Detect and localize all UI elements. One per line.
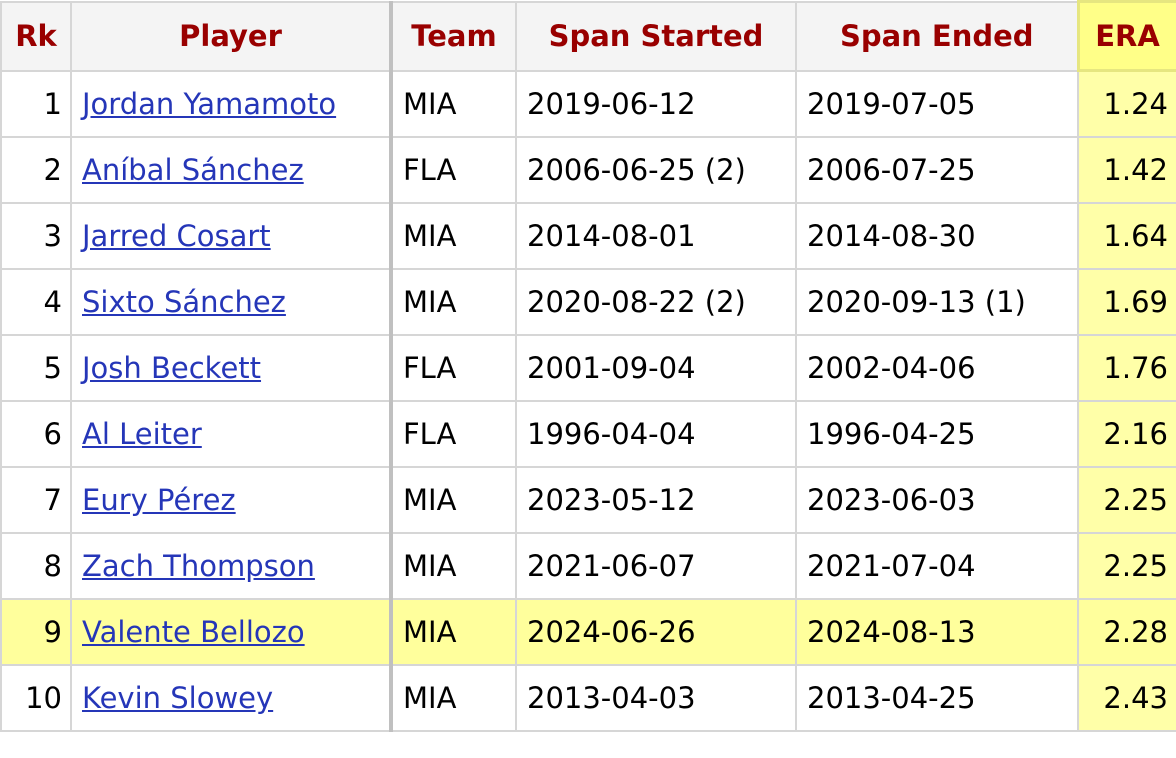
column-header[interactable]: Span Started <box>515 0 797 72</box>
team-cell: FLA <box>390 334 517 402</box>
table-header: Rk Player Team Span Started Span Ended ERA <box>0 0 1176 72</box>
rank-cell: 10 <box>0 664 72 732</box>
era-cell: 1.76 <box>1077 334 1176 402</box>
era-cell: 2.25 <box>1077 532 1176 600</box>
table-row: 1 Jordan Yamamoto MIA 2019-06-12 2019-07-05 1… <box>0 69 1176 138</box>
rank-cell: 3 <box>0 202 72 270</box>
team-cell: MIA <box>390 268 517 336</box>
player-cell: Eury Pérez <box>70 466 393 534</box>
span-ended-cell: 2020-09-13 (1) <box>795 268 1079 336</box>
column-header[interactable]: ERA <box>1076 0 1176 72</box>
player-link[interactable]: Eury Pérez <box>82 483 236 517</box>
span-ended-cell: 2024-08-13 <box>795 598 1079 666</box>
table-row: 10 Kevin Slowey MIA 2013-04-03 2013-04-25 2.4… <box>0 664 1176 732</box>
team-cell: MIA <box>390 466 517 534</box>
span-started-cell: 2019-06-12 <box>515 69 797 138</box>
era-cell: 1.69 <box>1077 268 1176 336</box>
player-cell: Zach Thompson <box>70 532 393 600</box>
table-row: 5 Josh Beckett FLA 2001-09-04 2002-04-06 1.76 <box>0 334 1176 402</box>
player-link[interactable]: Al Leiter <box>82 417 202 451</box>
player-cell: Valente Bellozo <box>70 598 393 666</box>
rank-cell: 6 <box>0 400 72 468</box>
table-body: 1 Jordan Yamamoto MIA 2019-06-12 2019-07-05 1… <box>0 69 1176 732</box>
span-started-cell: 2001-09-04 <box>515 334 797 402</box>
team-cell: FLA <box>390 400 517 468</box>
player-cell: Kevin Slowey <box>70 664 393 732</box>
header-row: Rk Player Team Span Started Span Ended ERA <box>0 0 1176 72</box>
span-ended-cell: 2013-04-25 <box>795 664 1079 732</box>
player-cell: Al Leiter <box>70 400 393 468</box>
column-header[interactable]: Team <box>390 0 517 72</box>
span-started-cell: 2014-08-01 <box>515 202 797 270</box>
player-link[interactable]: Jarred Cosart <box>82 219 271 253</box>
span-started-cell: 2024-06-26 <box>515 598 797 666</box>
span-ended-cell: 2006-07-25 <box>795 136 1079 204</box>
span-ended-cell: 2023-06-03 <box>795 466 1079 534</box>
table-row: 7 Eury Pérez MIA 2023-05-12 2023-06-03 2.25 <box>0 466 1176 534</box>
team-cell: MIA <box>390 532 517 600</box>
rank-cell: 5 <box>0 334 72 402</box>
table-row: 4 Sixto Sánchez MIA 2020-08-22 (2) 2020-09-1… <box>0 268 1176 336</box>
era-cell: 2.28 <box>1077 598 1176 666</box>
span-ended-cell: 1996-04-25 <box>795 400 1079 468</box>
span-started-cell: 2023-05-12 <box>515 466 797 534</box>
rank-cell: 1 <box>0 69 72 138</box>
span-started-cell: 2020-08-22 (2) <box>515 268 797 336</box>
player-cell: Sixto Sánchez <box>70 268 393 336</box>
team-cell: MIA <box>390 664 517 732</box>
rank-cell: 7 <box>0 466 72 534</box>
player-link[interactable]: Valente Bellozo <box>82 615 305 649</box>
span-ended-cell: 2019-07-05 <box>795 69 1079 138</box>
rank-cell: 9 <box>0 598 72 666</box>
table-row: 3 Jarred Cosart MIA 2014-08-01 2014-08-30 1.6… <box>0 202 1176 270</box>
player-cell: Jordan Yamamoto <box>70 69 393 138</box>
span-ended-cell: 2021-07-04 <box>795 532 1079 600</box>
player-cell: Jarred Cosart <box>70 202 393 270</box>
team-cell: MIA <box>390 202 517 270</box>
player-link[interactable]: Aníbal Sánchez <box>82 153 304 187</box>
span-ended-cell: 2014-08-30 <box>795 202 1079 270</box>
team-cell: MIA <box>390 69 517 138</box>
player-link[interactable]: Josh Beckett <box>82 351 262 385</box>
era-cell: 1.24 <box>1077 69 1176 138</box>
era-cell: 2.16 <box>1077 400 1176 468</box>
column-header[interactable]: Player <box>70 0 393 72</box>
span-started-cell: 2006-06-25 (2) <box>515 136 797 204</box>
era-cell: 1.64 <box>1077 202 1176 270</box>
span-ended-cell: 2002-04-06 <box>795 334 1079 402</box>
table-row: 8 Zach Thompson MIA 2021-06-07 2021-07-04 2.2… <box>0 532 1176 600</box>
team-cell: FLA <box>390 136 517 204</box>
span-started-cell: 2013-04-03 <box>515 664 797 732</box>
era-cell: 2.43 <box>1077 664 1176 732</box>
rank-cell: 8 <box>0 532 72 600</box>
column-header[interactable]: Rk <box>0 0 72 72</box>
player-cell: Aníbal Sánchez <box>70 136 393 204</box>
player-link[interactable]: Sixto Sánchez <box>82 285 286 319</box>
player-link[interactable]: Zach Thompson <box>82 549 315 583</box>
span-started-cell: 1996-04-04 <box>515 400 797 468</box>
table-row: 2 Aníbal Sánchez FLA 2006-06-25 (2) 2006-07-… <box>0 136 1176 204</box>
column-header[interactable]: Span Ended <box>795 0 1079 72</box>
table-row: 6 Al Leiter FLA 1996-04-04 1996-04-25 2.16 <box>0 400 1176 468</box>
span-started-cell: 2021-06-07 <box>515 532 797 600</box>
player-link[interactable]: Jordan Yamamoto <box>82 86 337 121</box>
table-row: 9 Valente Bellozo MIA 2024-06-26 2024-08-13 2… <box>0 598 1176 666</box>
player-cell: Josh Beckett <box>70 334 393 402</box>
era-cell: 2.25 <box>1077 466 1176 534</box>
rank-cell: 4 <box>0 268 72 336</box>
team-cell: MIA <box>390 598 517 666</box>
era-cell: 1.42 <box>1077 136 1176 204</box>
player-link[interactable]: Kevin Slowey <box>82 681 274 715</box>
rank-cell: 2 <box>0 136 72 204</box>
